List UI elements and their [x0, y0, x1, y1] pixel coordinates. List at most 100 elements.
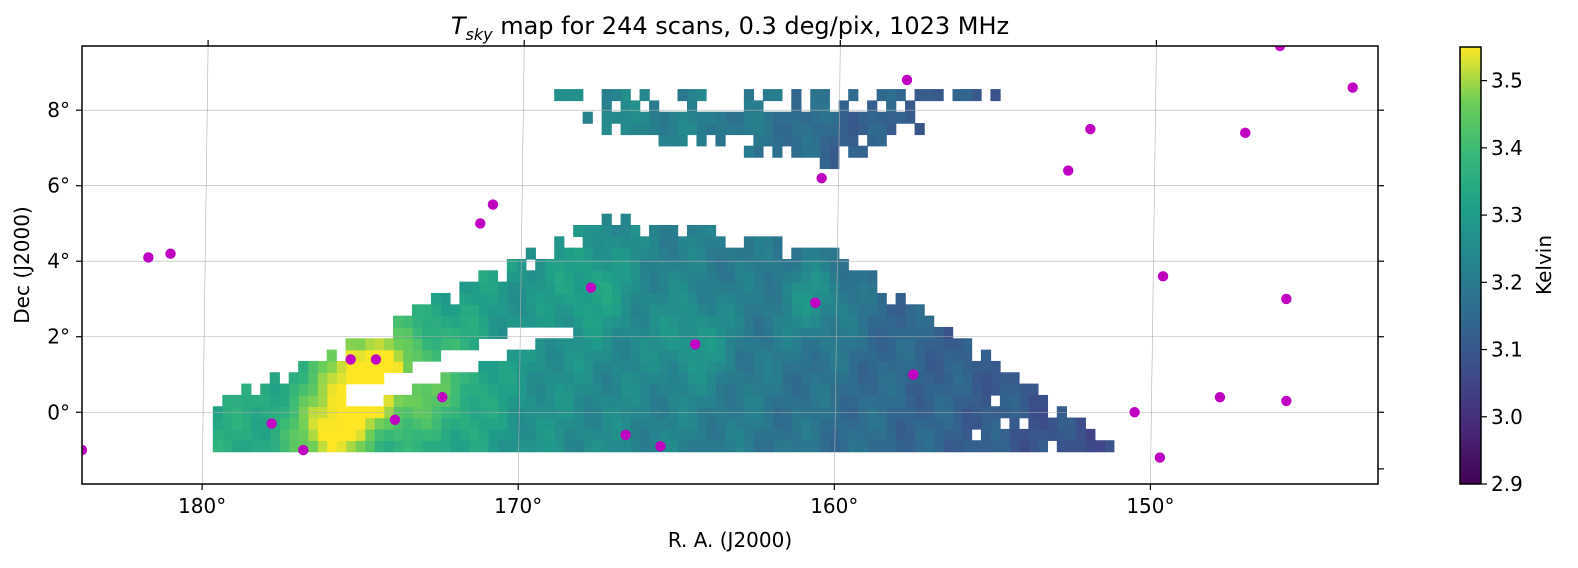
- map-pixel: [535, 338, 546, 351]
- map-pixel: [734, 349, 745, 362]
- map-pixel: [573, 315, 584, 328]
- map-pixel: [857, 383, 868, 396]
- map-pixel: [307, 440, 318, 453]
- map-pixel: [554, 417, 565, 430]
- map-pixel: [611, 304, 622, 317]
- map-pixel: [497, 360, 508, 373]
- map-pixel: [895, 326, 906, 339]
- map-pixel: [924, 394, 935, 407]
- map-pixel: [886, 417, 897, 430]
- map-pixel: [449, 326, 461, 339]
- map-pixel: [999, 428, 1011, 441]
- map-pixel: [715, 349, 726, 362]
- map-pixel: [563, 372, 574, 385]
- map-pixel: [677, 111, 688, 124]
- map-pixel: [705, 315, 717, 328]
- map-pixel: [838, 326, 849, 339]
- map-pixel: [449, 428, 461, 441]
- map-pixel: [592, 326, 603, 339]
- title-subscript: sky: [466, 25, 494, 44]
- map-pixel: [601, 213, 612, 226]
- map-pixel: [440, 304, 451, 317]
- map-pixel: [677, 123, 688, 136]
- map-pixel: [525, 417, 536, 430]
- map-pixel: [620, 292, 631, 305]
- map-pixel: [573, 338, 584, 351]
- map-pixel: [724, 417, 736, 430]
- map-pixel: [269, 372, 280, 385]
- map-pixel: [905, 394, 916, 407]
- map-pixel: [326, 440, 337, 453]
- map-pixel: [810, 111, 821, 124]
- map-pixel: [933, 417, 944, 430]
- map-pixel: [696, 440, 707, 453]
- map-pixel: [905, 349, 916, 362]
- map-pixel: [668, 394, 679, 407]
- map-pixel: [592, 338, 603, 351]
- map-pixel: [516, 304, 527, 317]
- map-pixel: [639, 428, 650, 441]
- map-pixel: [819, 145, 830, 158]
- map-pixel: [886, 372, 897, 385]
- map-pixel: [743, 428, 755, 441]
- map-pixel: [374, 428, 385, 441]
- map-pixel: [554, 349, 565, 362]
- map-pixel: [592, 292, 603, 305]
- map-pixel: [848, 428, 859, 441]
- map-pixel: [639, 281, 650, 294]
- map-pixel: [1018, 394, 1030, 407]
- map-pixel: [649, 304, 660, 317]
- map-pixel: [459, 304, 470, 317]
- map-pixel: [772, 417, 783, 430]
- map-pixel: [895, 338, 906, 351]
- map-pixel: [800, 315, 811, 328]
- map-pixel: [724, 338, 736, 351]
- map-pixel: [943, 372, 954, 385]
- map-pixel: [1066, 440, 1077, 453]
- map-pixel: [886, 304, 897, 317]
- source-marker: [437, 391, 448, 403]
- map-pixel: [459, 417, 470, 430]
- map-pixel: [649, 281, 660, 294]
- map-pixel: [696, 258, 707, 272]
- map-pixel: [393, 440, 404, 453]
- map-pixel: [393, 349, 404, 362]
- map-pixel: [743, 326, 755, 339]
- map-pixel: [724, 292, 736, 305]
- map-pixel: [905, 326, 916, 339]
- source-marker: [816, 172, 827, 184]
- map-pixel: [772, 258, 783, 272]
- map-pixel: [630, 440, 641, 453]
- map-pixel: [952, 89, 963, 102]
- map-pixel: [411, 383, 423, 396]
- map-pixel: [876, 360, 887, 373]
- map-pixel: [516, 349, 527, 362]
- map-pixel: [734, 292, 745, 305]
- map-pixel: [971, 383, 982, 396]
- map-pixel: [791, 111, 802, 124]
- map-pixel: [990, 428, 1001, 441]
- map-pixel: [895, 417, 906, 430]
- source-marker: [901, 74, 913, 86]
- map-pixel: [734, 417, 745, 430]
- map-pixel: [620, 281, 631, 294]
- map-pixel: [686, 270, 698, 283]
- map-pixel: [943, 417, 954, 430]
- map-pixel: [601, 338, 612, 351]
- map-pixel: [686, 100, 698, 113]
- map-pixel: [506, 383, 517, 396]
- map-pixel: [961, 440, 973, 453]
- map-pixel: [649, 349, 660, 362]
- map-pixel: [800, 281, 811, 294]
- x-tick-label: 180°: [178, 494, 226, 518]
- map-pixel: [734, 372, 745, 385]
- map-pixel: [810, 372, 821, 385]
- map-pixel: [762, 326, 774, 339]
- map-pixel: [971, 372, 982, 385]
- map-pixel: [686, 417, 698, 430]
- map-pixel: [658, 417, 669, 430]
- map-pixel: [544, 394, 555, 407]
- map-pixel: [639, 270, 650, 283]
- map-pixel: [791, 428, 802, 441]
- map-pixel: [677, 304, 688, 317]
